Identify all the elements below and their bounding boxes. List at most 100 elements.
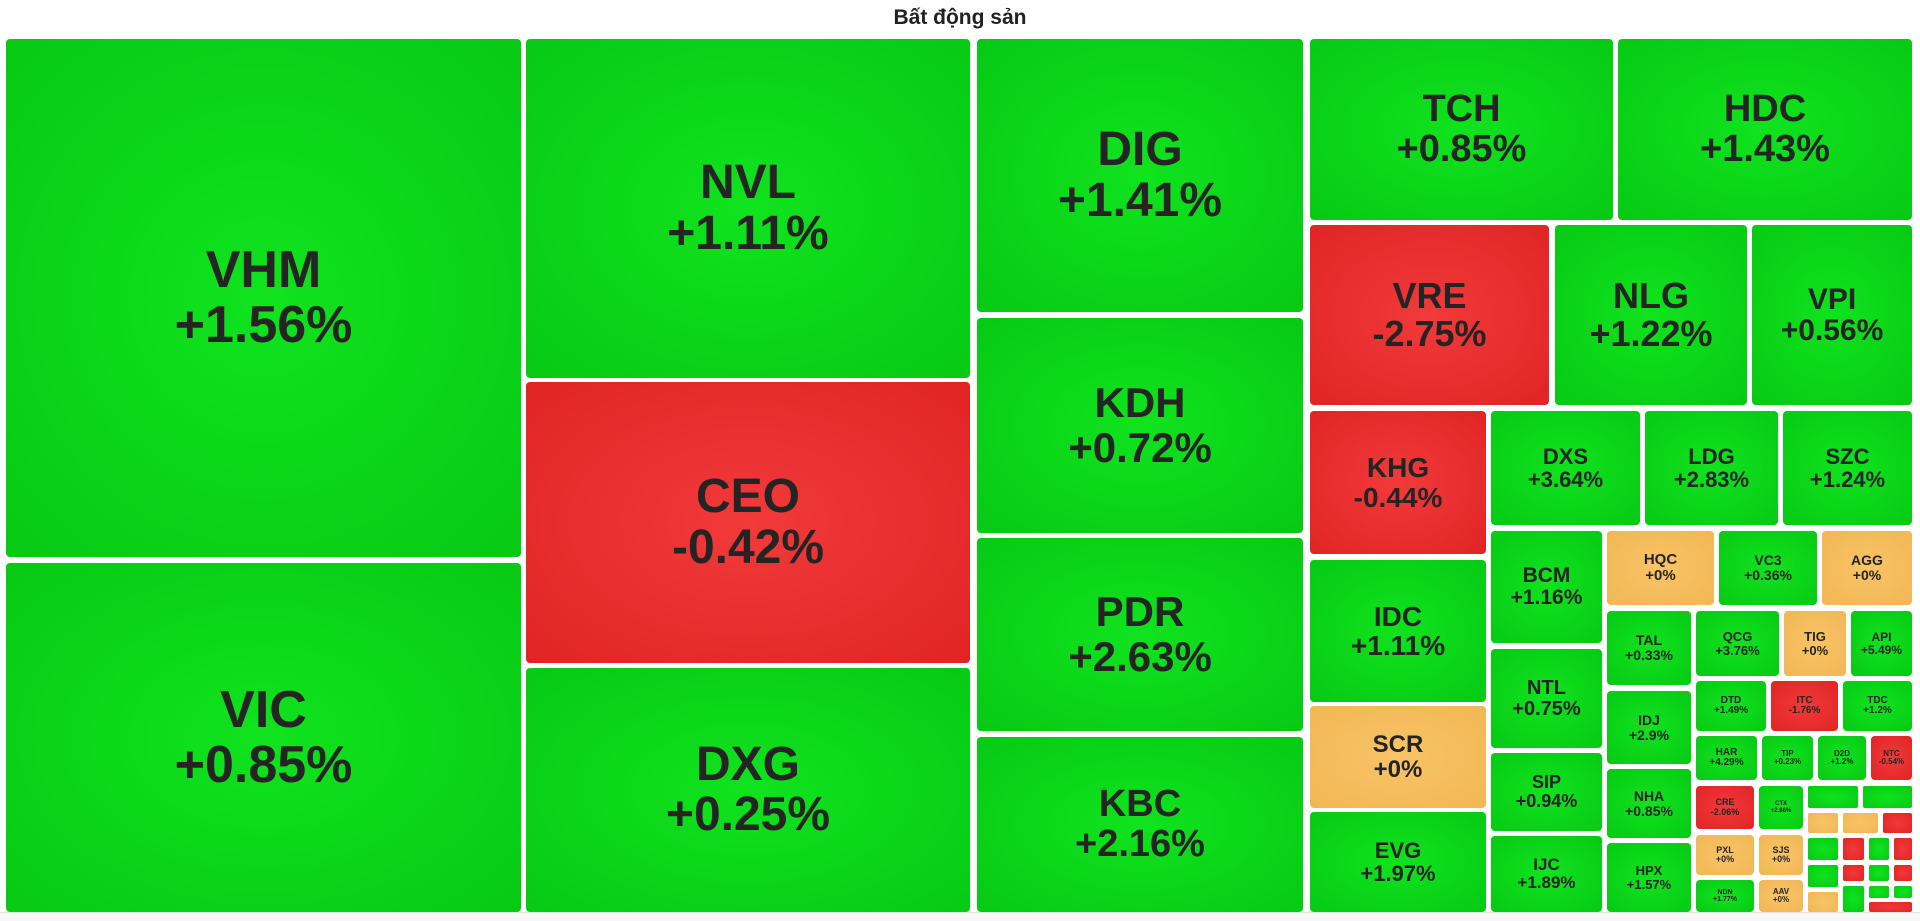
tile-ijc[interactable]: IJC +1.89% — [1491, 836, 1602, 912]
tile-symbol: DTD — [1720, 694, 1742, 706]
tile-change: -2.75% — [1372, 313, 1487, 354]
tile-kdh[interactable]: KDH +0.72% — [977, 318, 1303, 533]
tile-aav[interactable]: AAV +0% — [1759, 880, 1803, 912]
tile-change: +1.24% — [1809, 467, 1886, 492]
tile-small-unlabeled[interactable] — [1894, 838, 1912, 860]
tile-symbol: QCG — [1722, 628, 1753, 644]
tile-symbol: PXL — [1716, 844, 1734, 855]
tile-tip[interactable]: TIP +0.23% — [1762, 736, 1813, 780]
tile-cre[interactable]: CRE -2.06% — [1696, 786, 1754, 829]
tile-small-unlabeled[interactable] — [1808, 786, 1858, 808]
tile-small-unlabeled[interactable] — [1808, 813, 1838, 833]
tile-hdc[interactable]: HDC +1.43% — [1618, 39, 1912, 220]
footer-strip — [0, 912, 1920, 921]
tile-nvl[interactable]: NVL +1.11% — [526, 39, 970, 378]
tile-ntl[interactable]: NTL +0.75% — [1491, 649, 1602, 748]
tile-small-unlabeled[interactable] — [1843, 838, 1864, 860]
tile-vre[interactable]: VRE -2.75% — [1310, 225, 1549, 405]
tile-tch[interactable]: TCH +0.85% — [1310, 39, 1613, 220]
tile-vpi[interactable]: VPI +0.56% — [1752, 225, 1912, 405]
tile-kbc[interactable]: KBC +2.16% — [977, 737, 1303, 912]
tile-change: +0% — [1373, 756, 1423, 783]
tile-bcm[interactable]: BCM +1.16% — [1491, 531, 1602, 643]
tile-nha[interactable]: NHA +0.85% — [1607, 769, 1691, 838]
tile-small-unlabeled[interactable] — [1883, 813, 1912, 833]
tile-change: +3.64% — [1527, 467, 1604, 492]
tile-pdr[interactable]: PDR +2.63% — [977, 538, 1303, 731]
tile-agg[interactable]: AGG +0% — [1822, 531, 1912, 605]
tile-symbol: ITC — [1796, 694, 1813, 706]
tile-dig[interactable]: DIG +1.41% — [977, 39, 1303, 312]
tile-dxs[interactable]: DXS +3.64% — [1491, 411, 1640, 525]
tile-small-unlabeled[interactable] — [1894, 886, 1912, 898]
tile-small-unlabeled[interactable] — [1843, 886, 1864, 912]
tile-small-unlabeled[interactable] — [1863, 786, 1912, 808]
tile-change: +1.57% — [1626, 876, 1672, 892]
tile-change: +0.56% — [1780, 314, 1884, 347]
tile-small-unlabeled[interactable] — [1869, 886, 1889, 898]
tile-small-unlabeled[interactable] — [1869, 902, 1912, 912]
tile-symbol: BCM — [1522, 563, 1571, 587]
tile-ndn[interactable]: NDN +1.77% — [1696, 880, 1754, 912]
tile-symbol: TDC — [1867, 694, 1888, 706]
tile-tdc[interactable]: TDC +1.2% — [1843, 681, 1912, 731]
tile-symbol: EVG — [1374, 837, 1422, 863]
tile-symbol: CRE — [1715, 797, 1735, 808]
tile-ntc[interactable]: NTC -0.54% — [1871, 736, 1912, 780]
tile-hqc[interactable]: HQC +0% — [1607, 531, 1714, 605]
tile-symbol: DXG — [695, 737, 800, 791]
tile-change: +0.23% — [1773, 757, 1802, 766]
tile-symbol: IDC — [1373, 600, 1423, 632]
tile-sip[interactable]: SIP +0.94% — [1491, 753, 1602, 831]
tile-change: +2.9% — [1628, 726, 1670, 743]
tile-symbol: HQC — [1643, 551, 1678, 569]
tile-pxl[interactable]: PXL +0% — [1696, 835, 1754, 875]
tile-scr[interactable]: SCR +0% — [1310, 706, 1486, 808]
tile-small-unlabeled[interactable] — [1808, 865, 1838, 887]
tile-small-unlabeled[interactable] — [1869, 865, 1889, 881]
tile-small-unlabeled[interactable] — [1808, 838, 1838, 860]
tile-d2d[interactable]: D2D +1.2% — [1818, 736, 1866, 780]
tile-small-unlabeled[interactable] — [1843, 865, 1864, 881]
tile-sjs[interactable]: SJS +0% — [1759, 835, 1803, 875]
tile-khg[interactable]: KHG -0.44% — [1310, 411, 1486, 554]
tile-change: +2.86% — [1770, 807, 1792, 814]
tile-change: +1.16% — [1510, 586, 1583, 609]
tile-dxg[interactable]: DXG +0.25% — [526, 668, 970, 912]
tile-symbol: API — [1871, 629, 1892, 644]
tile-vic[interactable]: VIC +0.85% — [6, 563, 521, 912]
tile-vhm[interactable]: VHM +1.56% — [6, 39, 521, 557]
tile-symbol: NTL — [1527, 676, 1566, 699]
tile-szc[interactable]: SZC +1.24% — [1783, 411, 1912, 525]
tile-small-unlabeled[interactable] — [1808, 892, 1838, 912]
tile-itc[interactable]: ITC -1.76% — [1771, 681, 1838, 731]
tile-tal[interactable]: TAL +0.33% — [1607, 611, 1691, 685]
tile-vc3[interactable]: VC3 +0.36% — [1719, 531, 1817, 605]
tile-symbol: NVL — [700, 156, 796, 210]
tile-tig[interactable]: TIG +0% — [1784, 611, 1846, 676]
tile-idc[interactable]: IDC +1.11% — [1310, 560, 1486, 702]
tile-symbol: HDC — [1723, 87, 1807, 130]
tile-ldg[interactable]: LDG +2.83% — [1645, 411, 1778, 525]
tile-symbol: HAR — [1715, 746, 1738, 758]
tile-api[interactable]: API +5.49% — [1851, 611, 1912, 676]
tile-change: +2.16% — [1075, 822, 1205, 865]
tile-qcg[interactable]: QCG +3.76% — [1696, 611, 1779, 676]
tile-change: +1.49% — [1713, 705, 1749, 716]
tile-dtd[interactable]: DTD +1.49% — [1696, 681, 1766, 731]
tile-small-unlabeled[interactable] — [1894, 865, 1912, 881]
chart-title: Bất động sản — [893, 6, 1027, 29]
tile-small-unlabeled[interactable] — [1869, 838, 1889, 860]
tile-symbol: TAL — [1635, 632, 1663, 649]
tile-hpx[interactable]: HPX +1.57% — [1607, 843, 1691, 912]
tile-evg[interactable]: EVG +1.97% — [1310, 812, 1486, 912]
tile-idj[interactable]: IDJ +2.9% — [1607, 691, 1691, 764]
tile-symbol: VHM — [205, 241, 322, 300]
tile-ceo[interactable]: CEO -0.42% — [526, 382, 970, 663]
tile-nlg[interactable]: NLG +1.22% — [1555, 225, 1747, 405]
tile-change: -0.54% — [1878, 757, 1905, 766]
tile-change: +0% — [1852, 567, 1882, 583]
tile-har[interactable]: HAR +4.29% — [1696, 736, 1757, 780]
tile-small-unlabeled[interactable] — [1843, 813, 1878, 833]
tile-ctx[interactable]: CTX +2.86% — [1759, 786, 1803, 829]
